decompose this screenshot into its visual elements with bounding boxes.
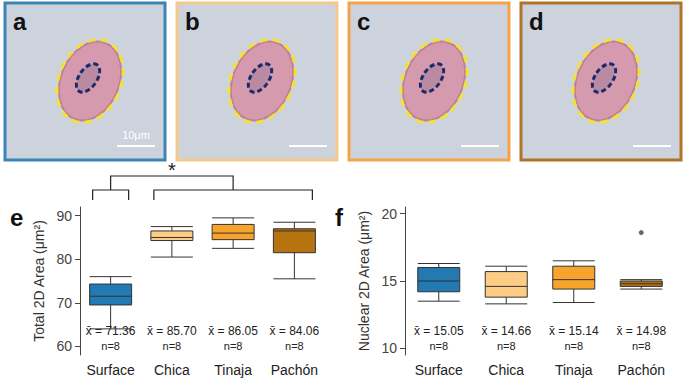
svg-text:f: f: [335, 204, 344, 231]
svg-text:70: 70: [56, 295, 72, 311]
svg-text:60: 60: [56, 338, 72, 354]
svg-text:80: 80: [56, 251, 72, 267]
svg-text:n=8: n=8: [163, 340, 182, 352]
svg-text:Pachón: Pachón: [271, 362, 318, 378]
svg-text:b: b: [185, 8, 200, 35]
svg-text:x̄ = 84.06: x̄ = 84.06: [270, 324, 320, 338]
svg-text:n=8: n=8: [101, 340, 120, 352]
svg-text:d: d: [529, 8, 544, 35]
svg-text:x̄ = 71.36: x̄ = 71.36: [85, 324, 136, 338]
svg-text:x̄ = 14.66: x̄ = 14.66: [481, 324, 531, 338]
svg-text:n=8: n=8: [285, 340, 304, 352]
svg-text:n=8: n=8: [429, 340, 448, 352]
svg-text:90: 90: [56, 208, 72, 224]
svg-text:*: *: [168, 159, 176, 181]
svg-text:10μm: 10μm: [122, 129, 150, 141]
svg-text:c: c: [357, 8, 370, 35]
svg-text:n=8: n=8: [497, 340, 516, 352]
svg-text:Chica: Chica: [154, 362, 190, 378]
svg-text:e: e: [10, 204, 23, 231]
svg-text:15: 15: [381, 273, 397, 289]
svg-text:Surface: Surface: [87, 362, 135, 378]
svg-text:x̄ = 15.05: x̄ = 15.05: [414, 324, 464, 338]
svg-text:Tinaja: Tinaja: [555, 362, 593, 378]
svg-text:a: a: [13, 8, 27, 35]
svg-text:x̄ = 14.98: x̄ = 14.98: [616, 324, 666, 338]
svg-text:n=8: n=8: [564, 340, 583, 352]
svg-text:Tinaja: Tinaja: [214, 362, 252, 378]
svg-text:10: 10: [381, 340, 397, 356]
svg-text:Nuclear 2D Area (μm²): Nuclear 2D Area (μm²): [356, 211, 372, 351]
svg-text:x̄ = 86.05: x̄ = 86.05: [208, 324, 258, 338]
svg-text:20: 20: [381, 206, 397, 222]
svg-text:Surface: Surface: [415, 362, 463, 378]
svg-text:n=8: n=8: [632, 340, 651, 352]
svg-text:x̄ = 85.70: x̄ = 85.70: [147, 324, 197, 338]
svg-text:x̄ = 15.14: x̄ = 15.14: [549, 324, 599, 338]
svg-text:n=8: n=8: [224, 340, 243, 352]
svg-text:Chica: Chica: [488, 362, 524, 378]
svg-text:Pachón: Pachón: [618, 362, 665, 378]
svg-text:Total 2D Area (μm²): Total 2D Area (μm²): [31, 220, 47, 342]
